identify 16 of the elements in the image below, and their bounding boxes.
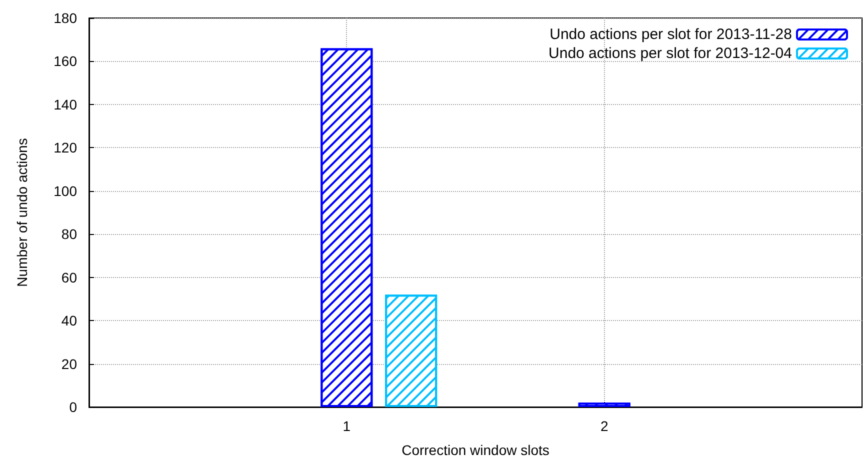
- y-tick-label: 180: [54, 10, 78, 26]
- y-tick-label: 100: [54, 182, 78, 199]
- y-tick-label: 160: [54, 53, 78, 70]
- y-tick-label: 120: [54, 140, 78, 156]
- x-axis-title: Correction window slots: [402, 442, 550, 458]
- y-axis-title: Number of undo actions: [14, 138, 30, 287]
- x-tick-label: 2: [600, 418, 608, 434]
- legend-label: Undo actions per slot for 2013-11-28: [550, 26, 792, 43]
- y-tick-label: 60: [61, 269, 78, 286]
- legend-label: Undo actions per slot for 2013-12-04: [548, 45, 792, 62]
- y-tick-label: 20: [61, 356, 78, 372]
- y-tick-label: 40: [61, 312, 78, 329]
- y-tick-label: 140: [54, 96, 78, 112]
- y-tick-label: 0: [69, 399, 78, 415]
- y-tick-label: 80: [61, 226, 78, 242]
- x-tick-label: 1: [342, 418, 351, 434]
